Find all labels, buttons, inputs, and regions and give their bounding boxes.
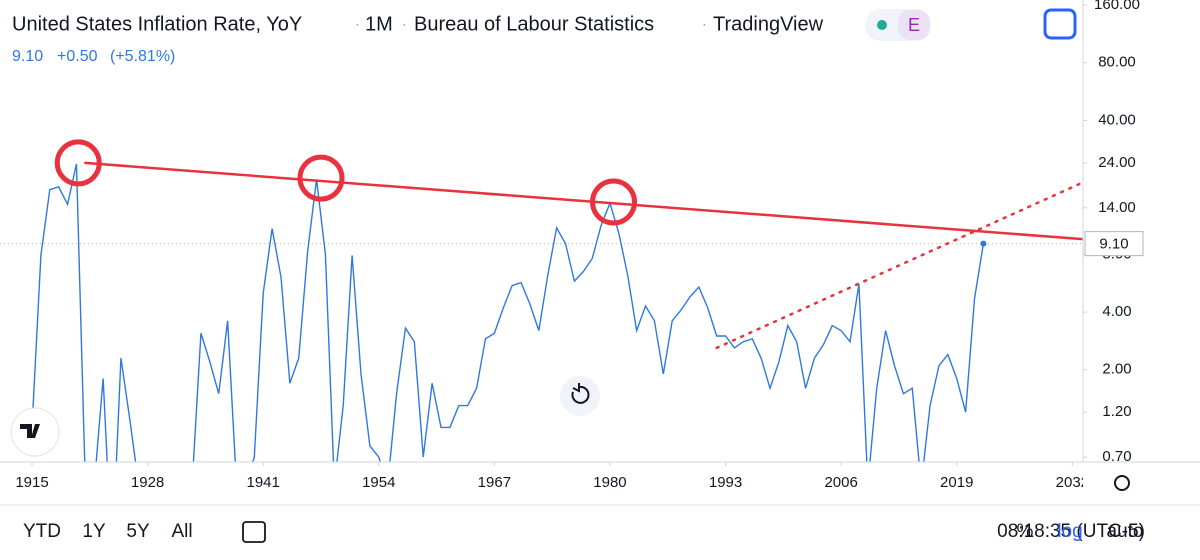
trendline [715, 181, 1083, 350]
y-tick-label: 24.00 [1098, 154, 1136, 171]
log-toggle[interactable]: log [1057, 521, 1082, 542]
interval: 1M [365, 13, 393, 35]
range-buttons: YTD 1Y 5Y All [23, 521, 193, 542]
x-tick-label: 1915 [15, 474, 48, 491]
y-tick-label: 0.70 [1102, 448, 1131, 465]
highlight-circle [54, 139, 102, 187]
plot-area [0, 139, 1083, 462]
settings-button[interactable] [1114, 475, 1130, 491]
range-button[interactable]: YTD [23, 521, 61, 542]
auto-toggle[interactable]: auto [1107, 521, 1144, 542]
x-tick-label: 1967 [478, 474, 511, 491]
badge-bg [898, 10, 930, 40]
x-axis: 1915 1928 1941 1954 1967 1980 1993 2006 2019 2032 [15, 462, 1089, 491]
status-dot [877, 20, 887, 30]
highlight-circle [590, 178, 638, 226]
sep: · [402, 16, 407, 32]
reset-button[interactable] [560, 376, 600, 416]
sep: · [355, 16, 360, 32]
range-button[interactable]: All [171, 521, 192, 542]
last-point [980, 240, 987, 247]
source: Bureau of Labour Statistics [414, 13, 654, 35]
change: +0.50 [57, 48, 98, 65]
range-button[interactable]: 5Y [126, 521, 150, 542]
logo-mark [20, 424, 40, 438]
x-tick-label: 2032 [1056, 474, 1089, 491]
y-tick-label: 80.00 [1098, 54, 1136, 71]
y-tick-label: 14.00 [1098, 199, 1136, 216]
y-tick-label: 1.20 [1102, 403, 1131, 420]
price: 9.10 [12, 48, 43, 65]
x-tick-label: 1928 [131, 474, 164, 491]
time: 08:18:35 (UTC-5) [997, 521, 1145, 542]
last-value-badge [1084, 231, 1144, 257]
chart-title: United States Inflation Rate, YoY [12, 13, 302, 35]
reset-icon [571, 383, 590, 404]
x-tick-label: 1954 [362, 474, 395, 491]
sep: · [702, 16, 707, 32]
y-tick-label: 4.00 [1102, 303, 1131, 320]
percent-toggle[interactable]: % [1017, 521, 1034, 542]
range-button[interactable]: 1Y [82, 521, 106, 542]
x-tick-label: 1941 [247, 474, 280, 491]
y-tick-label: 160.00 [1094, 0, 1140, 13]
fullscreen-button[interactable] [1043, 8, 1077, 40]
x-tick-label: 2019 [940, 474, 973, 491]
series-line [23, 163, 985, 462]
x-tick-label: 2006 [824, 474, 857, 491]
x-tick-label: 1993 [709, 474, 742, 491]
date-range-button[interactable] [242, 521, 266, 543]
x-tick-label: 1980 [593, 474, 626, 491]
y-tick-label: 2.00 [1102, 361, 1131, 378]
last-value-label: 9.10 [1099, 236, 1128, 253]
highlight-circle [297, 154, 345, 202]
trendline [84, 161, 1083, 241]
y-tick-label: 40.00 [1098, 111, 1136, 128]
brand: TradingView [713, 13, 824, 35]
change-pct: (+5.81%) [110, 48, 175, 65]
badge: E [908, 15, 920, 35]
